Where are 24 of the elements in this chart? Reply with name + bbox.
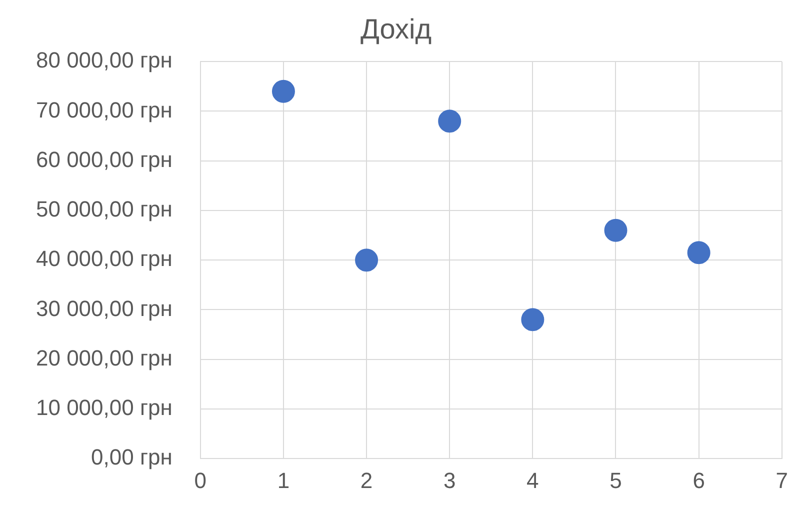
point xyxy=(604,218,628,242)
y-tick-label: 10 000,00 грн xyxy=(36,395,172,420)
y-tick-label: 70 000,00 грн xyxy=(36,97,172,122)
x-tick-label: 0 xyxy=(194,468,207,493)
chart-title: Дохід xyxy=(360,14,432,45)
point xyxy=(521,308,544,332)
point xyxy=(355,248,378,272)
y-tick-label: 30 000,00 грн xyxy=(36,296,172,321)
y-tick-label: 40 000,00 грн xyxy=(36,246,172,272)
x-tick-label: 5 xyxy=(610,468,622,493)
y-tick-label: 60 000,00 грн xyxy=(36,146,172,172)
x-tick-label: 3 xyxy=(443,468,456,493)
y-tick-label: 50 000,00 грн xyxy=(36,196,172,222)
point xyxy=(687,241,710,264)
point xyxy=(438,110,462,133)
x-tick-label: 4 xyxy=(526,468,539,493)
x-tick-label: 1 xyxy=(277,468,290,493)
y-tick-label: 0,00 грн xyxy=(91,444,172,470)
x-tick-label: 6 xyxy=(692,468,705,493)
point xyxy=(272,80,295,103)
x-tick-label: 2 xyxy=(360,468,373,493)
y-tick-label: 20 000,00 грн xyxy=(36,345,172,370)
x-tick-label: 7 xyxy=(776,468,788,493)
y-tick-label: 80 000,00 грн xyxy=(36,48,172,73)
